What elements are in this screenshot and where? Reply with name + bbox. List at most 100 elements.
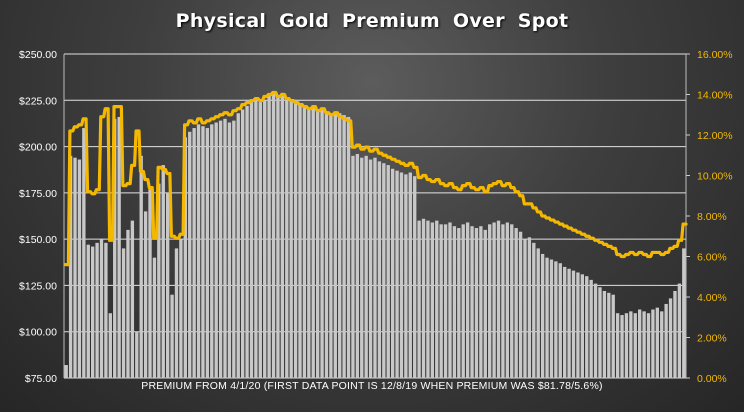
premium-dollar-bar [474,228,479,378]
premium-dollar-bar [673,290,677,378]
left-axis-tick-label: $175.00 [19,188,57,200]
premium-dollar-bar [646,313,651,378]
premium-dollar-bar [514,228,518,378]
premium-dollar-bar [254,98,258,379]
premium-dollar-bar [589,279,593,378]
premium-dollar-bar [236,113,240,378]
premium-dollar-bar [245,105,249,378]
premium-dollar-bar [682,248,686,378]
premium-dollar-bar [271,91,276,378]
premium-dollar-bar [77,159,82,378]
premium-dollar-bar [558,263,562,378]
premium-dollar-bar [664,303,668,378]
left-axis-tick-label: $75.00 [25,373,57,385]
premium-dollar-bar [443,224,448,378]
premium-dollar-bar [607,292,611,378]
premium-dollar-bar [258,102,262,378]
right-axis-tick-label: 16.00% [697,49,733,61]
premium-dollar-bar [201,126,205,379]
right-axis-tick-label: 14.00% [697,90,733,102]
right-axis-tick-label: 2.00% [697,333,727,345]
premium-dollar-bar [342,115,346,378]
premium-dollar-bar [210,124,214,378]
premium-dollar-bar [214,122,218,378]
premium-dollar-bar [192,128,196,378]
premium-dollar-bar [364,155,368,378]
premium-dollar-bar [298,103,302,379]
right-axis-tick-label: 8.00% [697,211,727,223]
premium-dollar-bar [104,242,108,378]
premium-dollar-bar [523,239,527,378]
premium-dollar-bar [117,116,121,378]
premium-dollar-bar [121,248,126,378]
premium-dollar-bar [461,224,465,378]
premium-dollar-bar [267,94,271,378]
premium-dollar-bar [346,116,351,378]
premium-dollar-bar [483,229,487,378]
premium-dollar-bar [382,163,386,378]
premium-dollar-bar [64,365,68,378]
left-axis-tick-label: $250.00 [19,49,57,61]
premium-dollar-bar [470,226,474,378]
premium-dollar-bar [615,313,620,378]
premium-dollar-bar [276,96,280,378]
premium-dollar-bar [598,287,602,378]
premium-dollar-bar [95,242,99,378]
premium-dollar-bar [386,165,390,378]
premium-dollar-bar [563,266,567,378]
premium-dollar-bar [249,102,254,378]
premium-dollar-bar [488,224,492,378]
premium-dollar-bar [585,276,589,378]
premium-dollar-bar [501,224,505,378]
x-axis-caption: PREMIUM FROM 4/1/20 (FIRST DATA POINT IS… [141,380,603,392]
premium-dollar-bar [545,257,549,378]
premium-dollar-bar [479,226,483,378]
premium-dollar-bar [263,100,267,378]
premium-dollar-bar [624,313,629,378]
premium-dollar-bar [368,159,373,378]
premium-dollar-bar [355,153,360,378]
premium-dollar-bar [99,239,104,378]
premium-dollar-bar [205,128,210,378]
right-axis-tick-label: 6.00% [697,252,727,264]
premium-dollar-bar [395,170,399,378]
premium-dollar-bar [677,283,682,378]
premium-dollar-bar [351,155,355,378]
premium-dollar-bar [324,111,329,378]
premium-dollar-bar [311,105,315,378]
premium-dollar-bar [421,218,426,378]
premium-dollar-bar [426,220,430,378]
premium-dollar-bar [620,315,624,378]
premium-dollar-bar [293,102,298,378]
premium-dollar-bar [315,109,320,378]
right-axis-tick-label: 4.00% [697,292,727,304]
premium-dollar-bar [227,122,232,378]
premium-dollar-bar [660,311,664,378]
premium-dollar-bar [157,183,161,378]
premium-dollar-bar [333,111,337,378]
premium-dollar-bar [505,222,510,378]
premium-dollar-bar [218,120,223,379]
premium-dollar-bar [161,165,165,378]
premium-dollar-bar [540,253,545,378]
chart-title: Physical Gold Premium Over Spot [175,10,569,32]
premium-dollar-bar [174,248,179,378]
premium-dollar-bar [307,107,311,378]
premium-dollar-bar [576,272,580,378]
premium-dollar-bar [289,100,293,378]
premium-dollar-bar [655,307,659,378]
premium-dollar-bar [148,189,152,378]
premium-dollar-bar [638,309,642,378]
premium-dollar-bar [126,229,130,378]
premium-dollar-bar [280,92,285,378]
premium-dollar-bar [135,331,139,378]
premium-dollar-bar [165,192,170,378]
premium-dollar-bar [91,246,95,378]
premium-dollar-bar [448,222,452,378]
premium-dollar-bar [417,220,421,378]
premium-dollar-bar [108,313,112,378]
premium-dollar-bar [113,118,117,379]
premium-dollar-bar [580,274,585,378]
premium-dollar-bar [430,222,435,378]
